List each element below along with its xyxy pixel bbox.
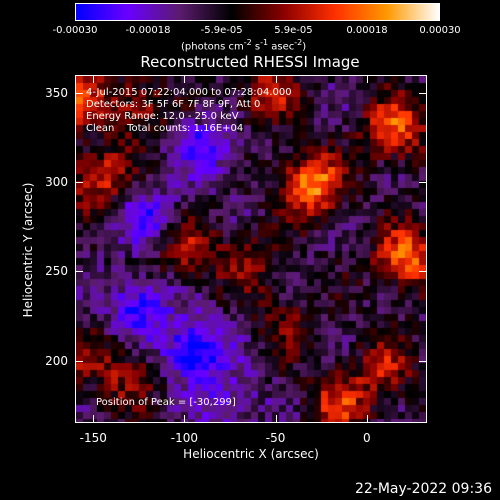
x-tick-mark xyxy=(275,415,277,422)
colorbar-tick-label: -0.00030 xyxy=(52,25,98,36)
y-tick-mark xyxy=(76,271,83,273)
annotation-energy-range: Energy Range: 12.0 - 25.0 keV xyxy=(86,111,239,122)
chart-title: Reconstructed RHESSI Image xyxy=(140,53,360,71)
x-tick-mark xyxy=(366,76,368,83)
plot-area: 4-Jul-2015 07:22:04.000 to 07:28:04.000 … xyxy=(75,75,427,423)
y-tick-mark xyxy=(419,182,426,184)
y-tick-label: 300 xyxy=(45,175,68,190)
x-tick-mark xyxy=(93,76,95,83)
y-tick-mark xyxy=(419,92,426,94)
x-tick-label: -100 xyxy=(170,431,199,445)
y-tick-mark xyxy=(419,271,426,273)
y-tick-label: 200 xyxy=(45,353,68,368)
annotation-total-counts: Clean Total counts: 1.16E+04 xyxy=(86,123,244,134)
colorbar-tick-label: 0.00030 xyxy=(419,25,461,36)
colorbar-tick-label: 5.9e-05 xyxy=(274,25,313,36)
annotation-detectors: Detectors: 3F 5F 6F 7F 8F 9F, Att 0 xyxy=(86,99,261,110)
x-tick-label: -150 xyxy=(79,431,107,445)
x-tick-mark xyxy=(184,76,186,83)
timestamp: 22-May-2022 09:36 xyxy=(354,481,492,497)
x-axis-label: Heliocentric X (arcsec) xyxy=(183,447,319,461)
x-tick-mark xyxy=(366,415,368,422)
y-tick-mark xyxy=(76,360,83,362)
y-tick-mark xyxy=(419,360,426,362)
colorbar-tick-label: -0.00018 xyxy=(125,25,171,36)
y-tick-mark xyxy=(76,182,83,184)
x-tick-label: -50 xyxy=(265,431,286,445)
x-tick-mark xyxy=(275,76,277,83)
x-tick-label: 0 xyxy=(362,431,371,445)
x-tick-mark xyxy=(184,415,186,422)
colorbar-tick-label: 0.00018 xyxy=(346,25,388,36)
y-axis-label: Heliocentric Y (arcsec) xyxy=(21,182,35,318)
colorbar-unit-label: (photons cm-2 s-1 asec-2) xyxy=(181,38,307,53)
colorbar-tick-label: -5.9e-05 xyxy=(200,25,243,36)
y-tick-label: 350 xyxy=(45,85,68,100)
x-tick-mark xyxy=(93,415,95,422)
y-tick-mark xyxy=(76,92,83,94)
y-tick-label: 250 xyxy=(45,264,68,279)
heatmap-image xyxy=(76,76,426,422)
annotation-peak-position: Position of Peak = [-30,299] xyxy=(96,397,236,408)
colorbar xyxy=(75,3,440,21)
annotation-time-range: 4-Jul-2015 07:22:04.000 to 07:28:04.000 xyxy=(86,87,292,98)
